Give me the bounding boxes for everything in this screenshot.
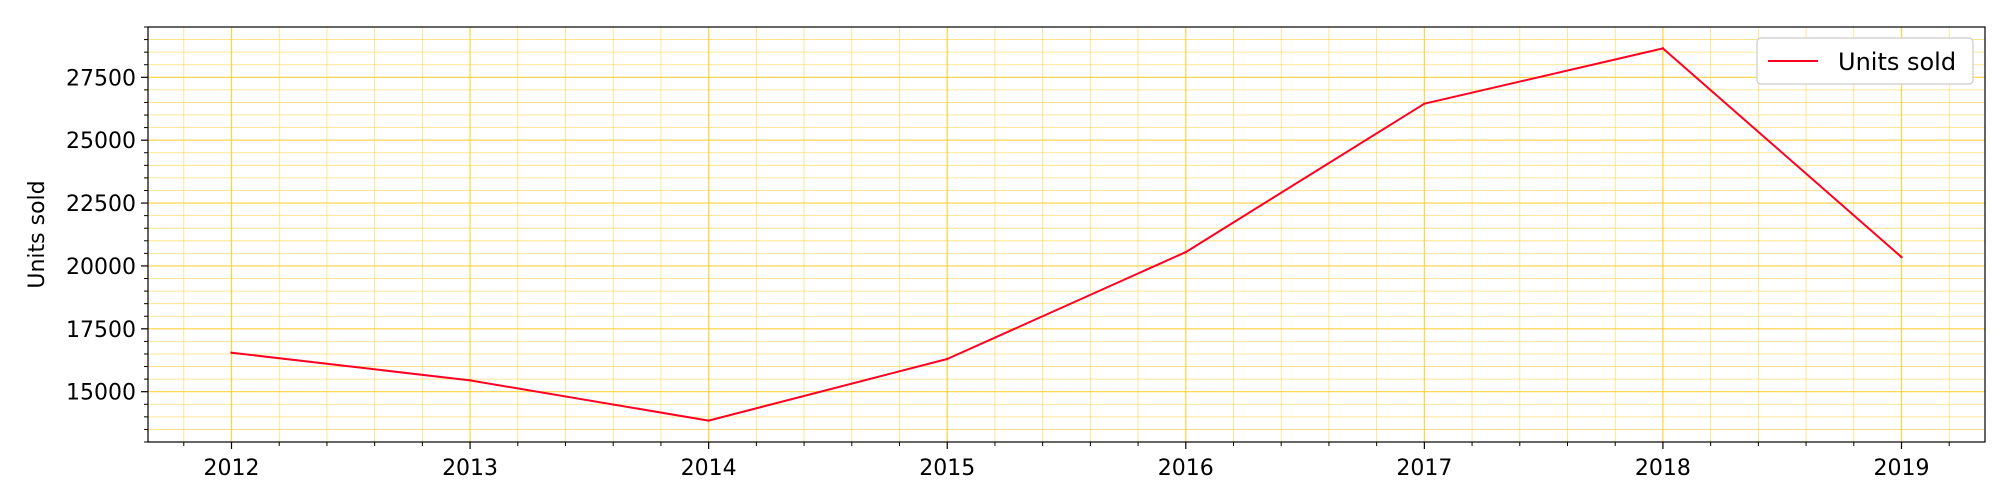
data-point: [1423, 102, 1426, 105]
data-point: [468, 379, 472, 382]
x-tick-label: 2017: [1396, 456, 1452, 481]
series-line: [231, 47, 1903, 422]
series-layer: [230, 47, 1903, 422]
x-tick-label: 2013: [442, 456, 498, 481]
data-point: [230, 351, 233, 354]
y-tick-label: 15000: [66, 381, 136, 406]
x-tick-label: 2014: [681, 456, 737, 481]
major-grid: [148, 27, 1985, 442]
legend-label: Units sold: [1838, 48, 1956, 76]
legend-box: [1756, 37, 1974, 85]
x-tick-label: 2018: [1635, 456, 1691, 481]
y-tick-label: 27500: [66, 66, 136, 91]
axis-ticks: [141, 26, 1950, 449]
x-tick-labels: 2012 2013 2014 2015 2016 2017 2018 2019: [204, 456, 1930, 481]
y-axis-label: Units sold: [25, 180, 50, 288]
data-point: [1900, 255, 1903, 259]
y-tick-label: 17500: [66, 318, 136, 343]
data-point: [946, 357, 949, 361]
y-tick-label: 25000: [66, 129, 136, 154]
data-point: [1661, 47, 1665, 50]
plot-frame: [147, 26, 1986, 443]
x-tick-label: 2015: [919, 456, 975, 481]
data-point: [1184, 250, 1187, 254]
y-tick-labels: 15000 17500 20000 22500 25000 27500: [66, 66, 136, 405]
y-tick-label: 22500: [66, 192, 136, 217]
data-point: [707, 419, 710, 422]
y-tick-label: 20000: [66, 255, 136, 280]
x-tick-label: 2019: [1874, 456, 1930, 481]
x-tick-label: 2012: [204, 456, 260, 481]
x-tick-label: 2016: [1158, 456, 1214, 481]
legend: Units sold: [1756, 37, 1974, 85]
